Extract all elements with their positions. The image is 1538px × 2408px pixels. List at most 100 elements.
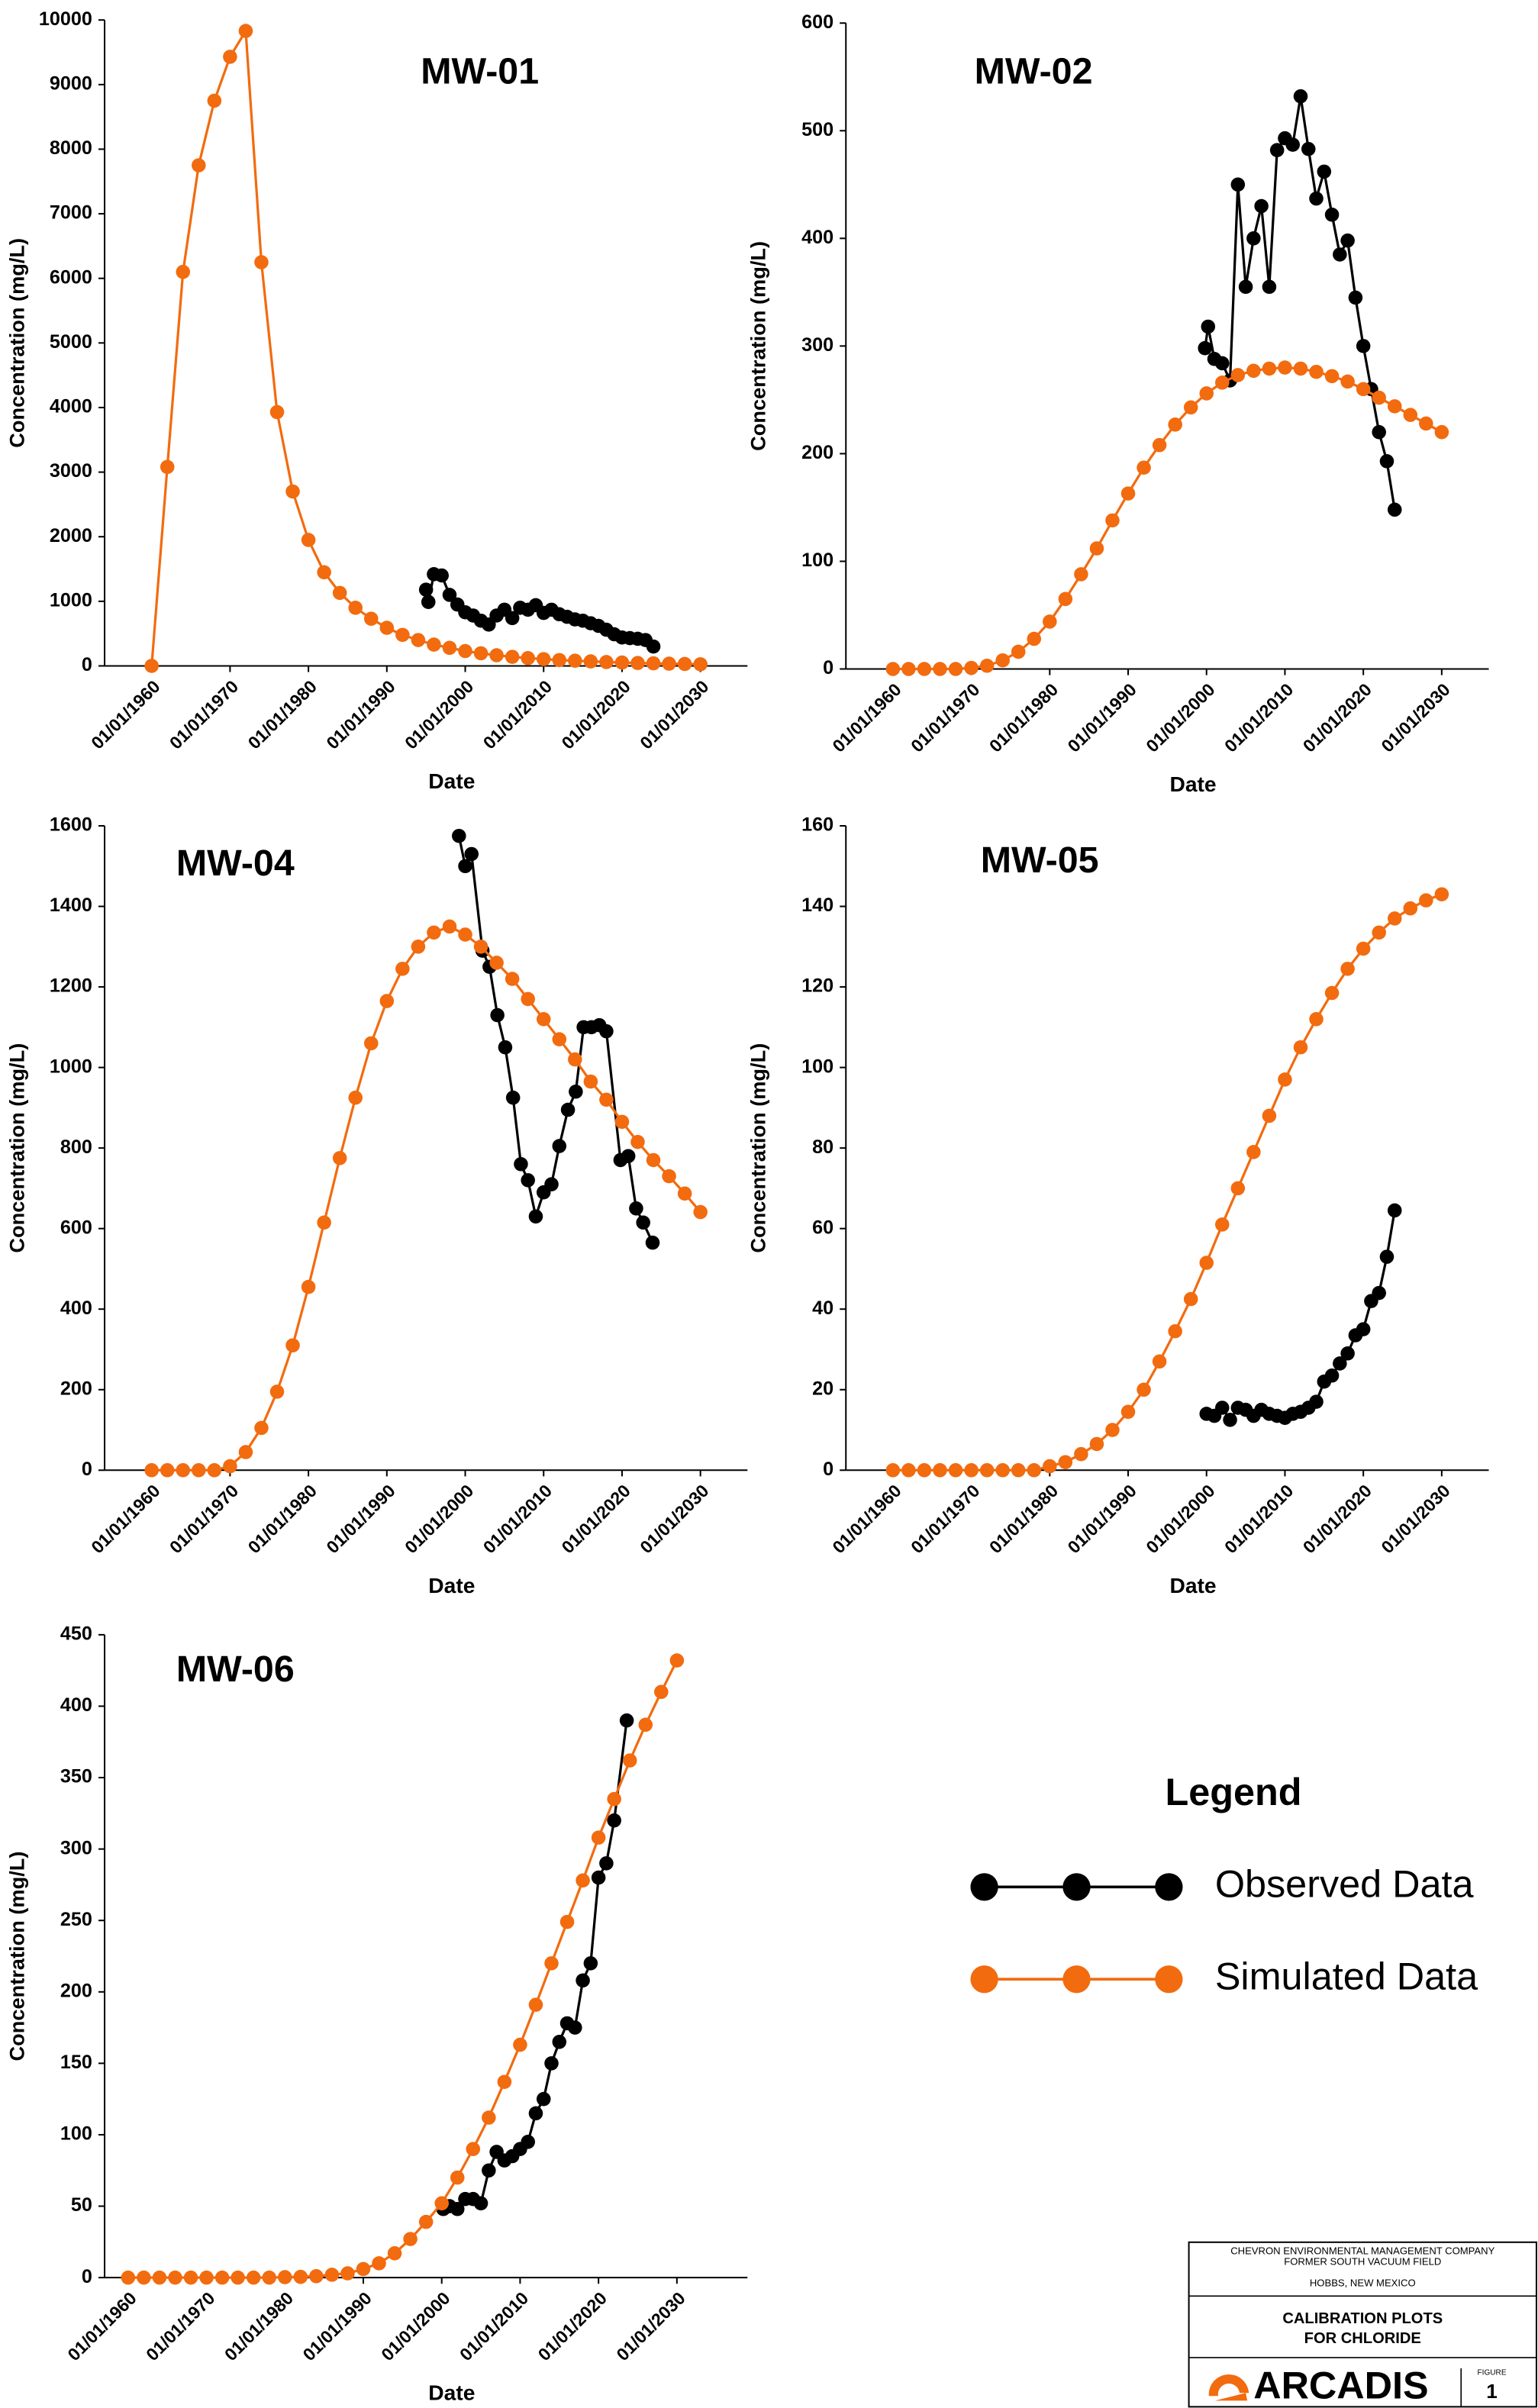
data-point [964, 1463, 979, 1478]
data-point [591, 1870, 606, 1885]
location: HOBBS, NEW MEXICO [1310, 2277, 1416, 2289]
y-tick-label: 40 [812, 1297, 833, 1319]
y-tick-label: 450 [60, 1623, 92, 1645]
data-point [246, 2270, 261, 2285]
data-point [199, 2270, 214, 2285]
data-point [1356, 941, 1371, 956]
data-point [418, 582, 434, 597]
data-point [442, 640, 457, 656]
data-point [395, 962, 410, 976]
y-tick-label: 0 [82, 1459, 92, 1480]
data-point [1262, 279, 1277, 295]
data-point [995, 653, 1010, 668]
data-point [489, 648, 504, 662]
data-point [1262, 361, 1277, 376]
plot-title: FOR CHLORIDE [1304, 2330, 1421, 2347]
data-point [1089, 541, 1104, 556]
data-point [395, 627, 410, 643]
data-point [192, 158, 206, 172]
data-point [238, 1445, 253, 1459]
data-point [1379, 454, 1395, 469]
plot-title: CALIBRATION PLOTS [1282, 2310, 1443, 2327]
data-point [418, 2214, 434, 2229]
data-point [1246, 363, 1261, 379]
y-tick-label: 0 [823, 1459, 833, 1480]
data-point [1120, 486, 1136, 501]
y-tick-label: 80 [812, 1136, 833, 1158]
data-point [489, 956, 504, 970]
data-point [214, 2270, 230, 2285]
data-point [662, 656, 676, 671]
data-point [458, 927, 472, 942]
y-tick-label: 1400 [50, 895, 92, 916]
series-line [1204, 95, 1396, 511]
data-point [1333, 247, 1347, 262]
data-point [1074, 1446, 1088, 1462]
data-point [646, 1152, 661, 1168]
data-point [948, 1463, 963, 1478]
data-point [599, 1856, 614, 1871]
y-tick-label: 7000 [50, 202, 92, 224]
data-point [1027, 1463, 1042, 1478]
data-point [576, 1873, 590, 1888]
data-point [498, 1040, 513, 1055]
data-point [646, 656, 661, 671]
data-point [1387, 502, 1402, 517]
data-point [466, 2142, 481, 2156]
data-point [646, 639, 661, 654]
y-tick-label: 8000 [50, 137, 92, 159]
data-point [528, 1997, 543, 2012]
data-point [1372, 925, 1386, 940]
data-point [207, 93, 222, 108]
data-point [1238, 279, 1253, 295]
legend-marker [970, 1873, 998, 1901]
data-point [1356, 382, 1371, 397]
data-point [630, 1134, 645, 1149]
data-point [885, 662, 901, 676]
data-point [301, 1279, 316, 1294]
y-tick-label: 9000 [50, 73, 92, 94]
data-point [1301, 141, 1316, 156]
data-point [1403, 901, 1418, 916]
y-tick-label: 500 [801, 119, 833, 140]
data-point [669, 1653, 685, 1668]
data-point [995, 1463, 1010, 1478]
y-tick-label: 140 [801, 895, 833, 916]
y-axis-label: Concentration (mg/L) [5, 1852, 28, 2061]
data-point [621, 1149, 636, 1163]
data-point [1324, 1368, 1340, 1383]
data-point [1201, 319, 1216, 334]
data-point [1027, 631, 1042, 646]
data-point [152, 2270, 167, 2285]
data-point [1199, 386, 1214, 401]
figure-label: FIGURE [1478, 2369, 1507, 2377]
data-point [1215, 356, 1230, 371]
data-point [619, 1713, 634, 1728]
data-point [1372, 1285, 1386, 1301]
data-point [1011, 1463, 1026, 1478]
data-point [552, 2035, 567, 2049]
data-point [1183, 1291, 1198, 1307]
data-point [552, 1139, 567, 1153]
data-point [662, 1169, 676, 1184]
data-point [168, 2270, 182, 2285]
data-point [1434, 887, 1449, 901]
data-point [1293, 361, 1308, 376]
data-point [654, 1684, 669, 1700]
data-point [458, 859, 472, 874]
data-point [505, 611, 520, 626]
data-point [693, 657, 708, 672]
data-point [1137, 460, 1151, 475]
data-point [505, 650, 520, 664]
data-point [599, 655, 614, 669]
data-point [630, 656, 645, 670]
y-tick-label: 200 [801, 442, 833, 463]
data-point [1043, 614, 1057, 629]
data-point [1340, 962, 1355, 976]
x-axis-label: Date [1170, 1573, 1217, 1597]
y-tick-label: 160 [801, 814, 833, 836]
data-point [560, 1102, 576, 1117]
data-point [1183, 400, 1198, 415]
data-point [964, 660, 979, 675]
